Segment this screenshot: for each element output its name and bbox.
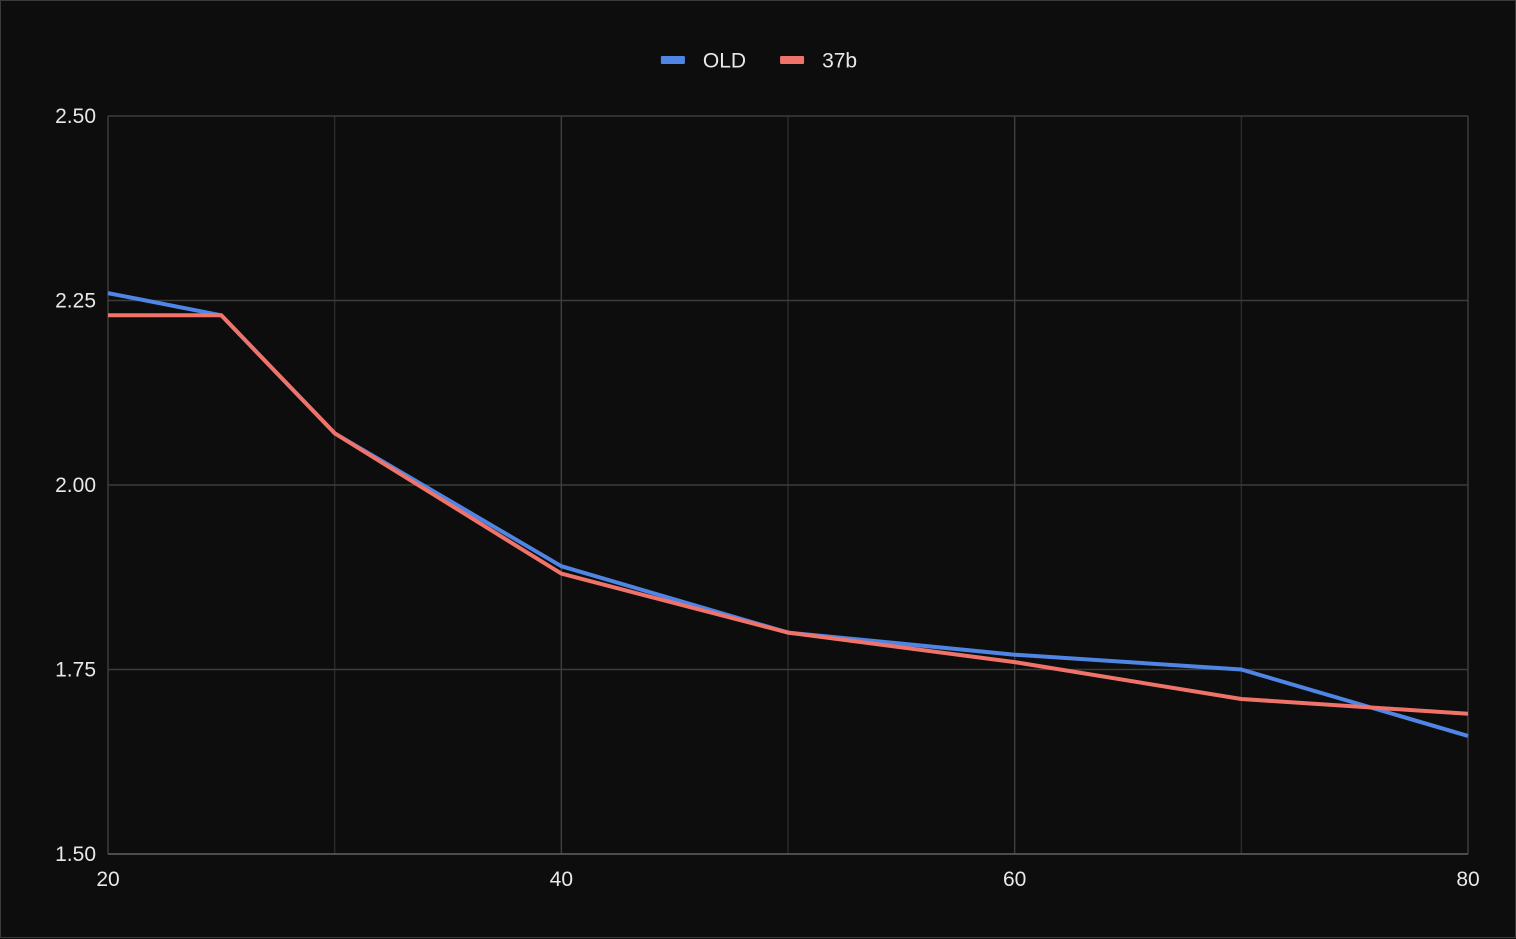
series-line-37b [108,313,1469,716]
y-tick-label: 1.75 [55,659,96,682]
y-tick-label: 2.00 [55,474,96,497]
grid [107,115,1469,855]
y-tick-label: 2.50 [55,105,96,128]
y-tick-label: 1.50 [55,843,96,866]
x-tick-label: 40 [550,868,573,891]
x-tick-label: 60 [1003,868,1026,891]
legend-swatch-37b [780,56,805,64]
axes: 1.50 1.75 2.00 2.25 2.50 20 40 60 80 [55,105,1480,891]
series-lines [107,291,1469,738]
y-tick-label: 2.25 [55,290,96,313]
legend-label-37b: 37b [822,50,857,73]
x-tick-label: 80 [1456,868,1479,891]
legend-swatch-old [660,56,685,64]
legend-label-old: OLD [703,50,746,73]
legend: OLD 37b [660,50,857,73]
x-tick-label: 20 [96,868,119,891]
